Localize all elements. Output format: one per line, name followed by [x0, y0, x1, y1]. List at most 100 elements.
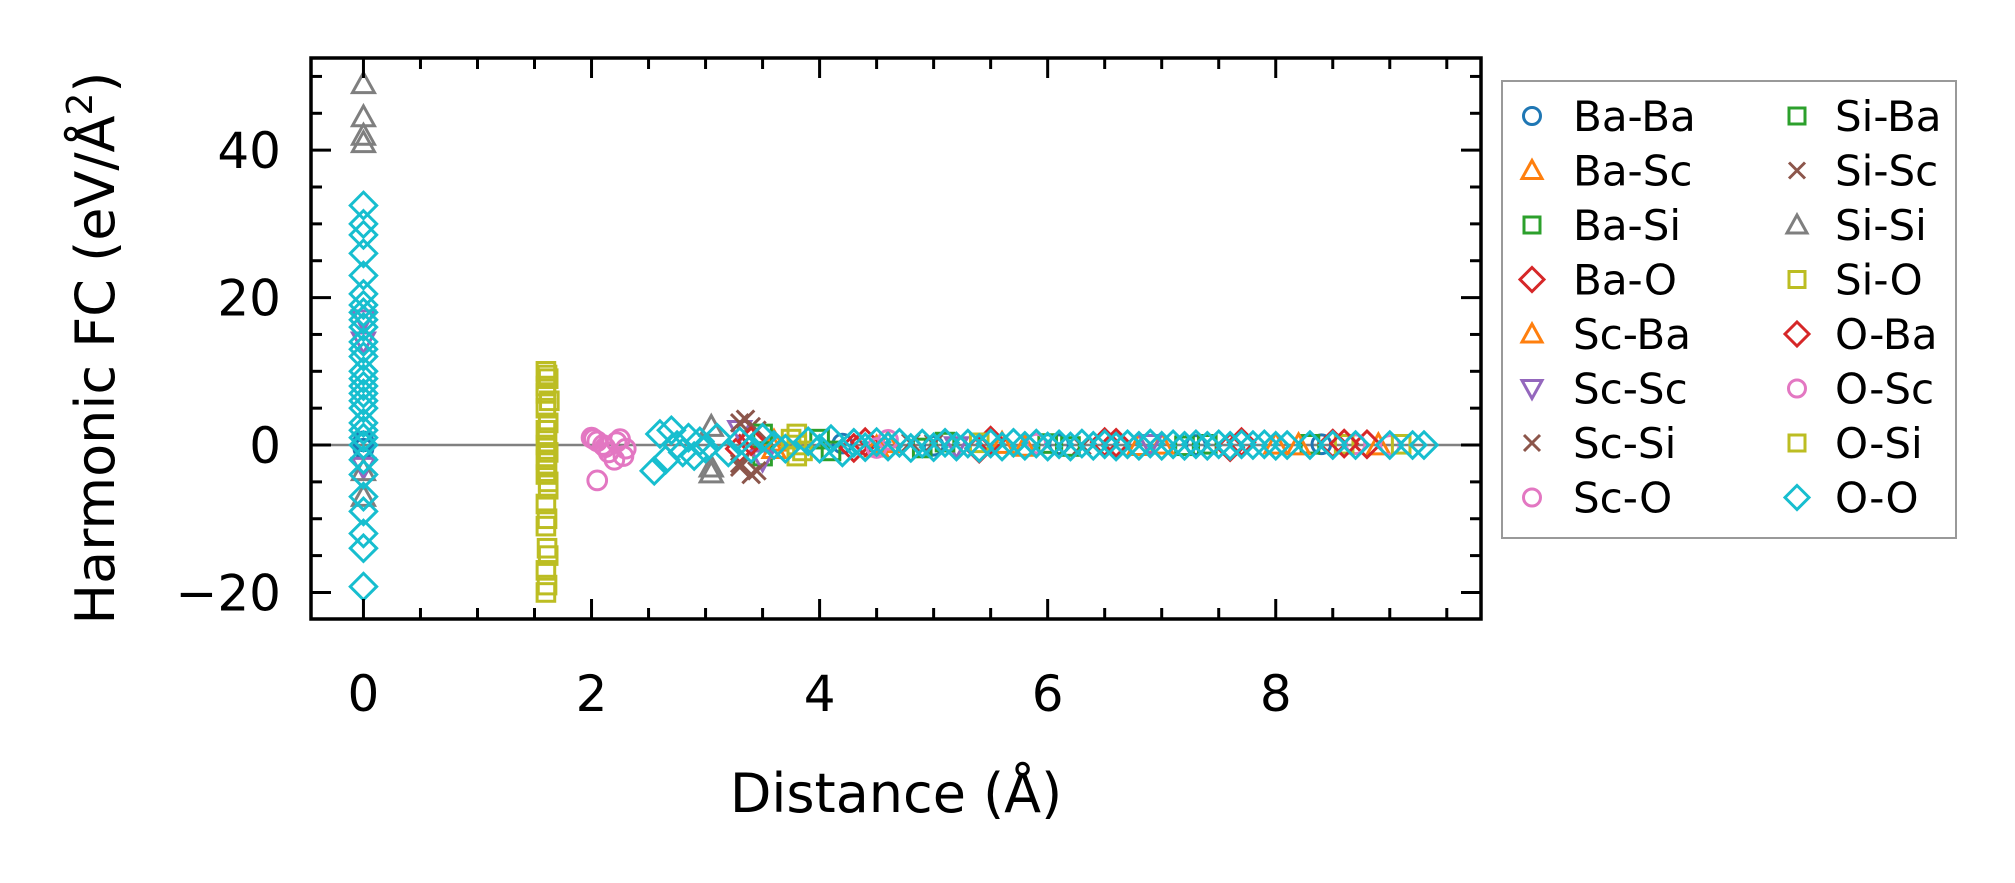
- data-point: [638, 455, 670, 487]
- data-point: [1191, 430, 1223, 462]
- data-point: [1197, 433, 1218, 455]
- legend-label: Ba-Si: [1573, 201, 1681, 250]
- y-axis-label-main: Harmonic FC (eV/Å: [63, 115, 127, 624]
- data-point: [1340, 429, 1371, 461]
- data-point: [348, 385, 379, 417]
- axis-ticks: [311, 58, 1481, 619]
- data-point: [535, 383, 557, 404]
- legend-marker-icon: [1522, 215, 1542, 235]
- data-point: [612, 445, 635, 467]
- data-point: [349, 69, 378, 95]
- data-point: [1055, 431, 1086, 462]
- legend: Ba-Ba Ba-Sc Ba-Si Ba-O Sc-Ba Sc-Sc Sc-Si Sc-O Si…: [1501, 80, 1957, 539]
- data-point: [1364, 430, 1392, 456]
- legend-label: Sc-Si: [1573, 419, 1676, 468]
- data-point: [1169, 430, 1200, 462]
- data-point: [1180, 428, 1212, 460]
- data-point: [1328, 428, 1360, 459]
- data-point: [349, 456, 378, 482]
- data-point: [348, 407, 379, 439]
- legend-label: O-Si: [1835, 419, 1923, 468]
- data-point: [349, 482, 378, 507]
- data-point: [770, 433, 801, 465]
- data-point: [1009, 430, 1041, 462]
- data-point: [1100, 427, 1132, 459]
- legend-marker-icon: [1782, 319, 1812, 349]
- data-point: [348, 363, 379, 394]
- legend-item-o-si: O-Si: [1787, 419, 1923, 468]
- data-point: [348, 219, 379, 251]
- y-tick-label: 40: [217, 122, 281, 180]
- legend-item-si-o: Si-O: [1787, 256, 1923, 305]
- data-point: [895, 432, 927, 464]
- data-point: [1100, 431, 1132, 462]
- legend-label: O-Sc: [1835, 365, 1934, 414]
- data-point: [1157, 428, 1189, 460]
- data-point: [906, 428, 938, 459]
- data-point: [348, 496, 379, 527]
- data-point: [1408, 429, 1440, 461]
- legend-label: Ba-Sc: [1573, 147, 1692, 196]
- data-point: [941, 431, 972, 462]
- plot-frame: [309, 56, 1483, 621]
- data-point: [348, 422, 379, 453]
- data-point: [348, 571, 379, 602]
- legend-item-si-si: Si-Si: [1784, 201, 1927, 250]
- data-point: [1123, 430, 1155, 462]
- data-point: [1089, 428, 1121, 460]
- legend-marker-icon: [1519, 157, 1545, 180]
- legend-marker-icon: [1787, 433, 1807, 453]
- data-point: [988, 429, 1016, 454]
- data-point: [1249, 428, 1280, 460]
- series-si-si: [349, 69, 725, 507]
- data-point: [536, 537, 558, 559]
- data-point: [1020, 428, 1052, 459]
- legend-item-sc-sc: Sc-Sc: [1519, 365, 1688, 414]
- legend-label: Sc-Ba: [1573, 310, 1691, 359]
- data-point: [348, 378, 379, 409]
- data-point: [1077, 430, 1109, 462]
- data-point: [348, 355, 379, 387]
- data-point: [1351, 428, 1383, 460]
- data-point: [1043, 428, 1075, 460]
- data-point: [1214, 430, 1246, 462]
- y-tick-label: 20: [217, 270, 281, 328]
- data-point: [537, 471, 559, 493]
- y-tick-label: 0: [249, 417, 281, 475]
- data-point: [963, 432, 995, 464]
- x-tick-label: 0: [348, 665, 380, 723]
- data-point: [348, 311, 379, 343]
- legend-item-ba-ba: Ba-Ba: [1522, 92, 1696, 141]
- legend-label: Ba-Ba: [1573, 92, 1696, 141]
- data-point: [348, 208, 379, 240]
- data-point: [535, 515, 557, 537]
- data-point: [1011, 432, 1039, 457]
- data-point: [1203, 428, 1235, 460]
- x-tick-labels: 0 2 4 6 8: [348, 665, 1292, 723]
- data-point: [348, 333, 379, 365]
- data-point: [535, 582, 557, 603]
- data-point: [1262, 430, 1290, 455]
- data-point: [673, 422, 704, 453]
- x-tick-label: 6: [1032, 665, 1064, 723]
- data-point: [929, 427, 961, 459]
- data-point: [348, 304, 379, 336]
- legend-label: Sc-O: [1573, 474, 1672, 523]
- data-point: [998, 427, 1029, 459]
- data-point: [349, 128, 378, 154]
- data-point: [1333, 433, 1355, 455]
- data-point: [1134, 428, 1166, 459]
- series-o-o: [348, 190, 1440, 602]
- data-point: [348, 481, 379, 512]
- y-tick-label: −20: [175, 564, 281, 622]
- data-point: [348, 341, 379, 372]
- data-point: [348, 459, 379, 490]
- data-point: [656, 414, 687, 446]
- legend-label: Si-Si: [1835, 201, 1927, 250]
- data-point: [644, 418, 676, 450]
- legend-label: O-Ba: [1835, 310, 1937, 359]
- data-point: [697, 453, 725, 478]
- data-point: [758, 429, 790, 461]
- legend-marker-icon: [1519, 320, 1545, 344]
